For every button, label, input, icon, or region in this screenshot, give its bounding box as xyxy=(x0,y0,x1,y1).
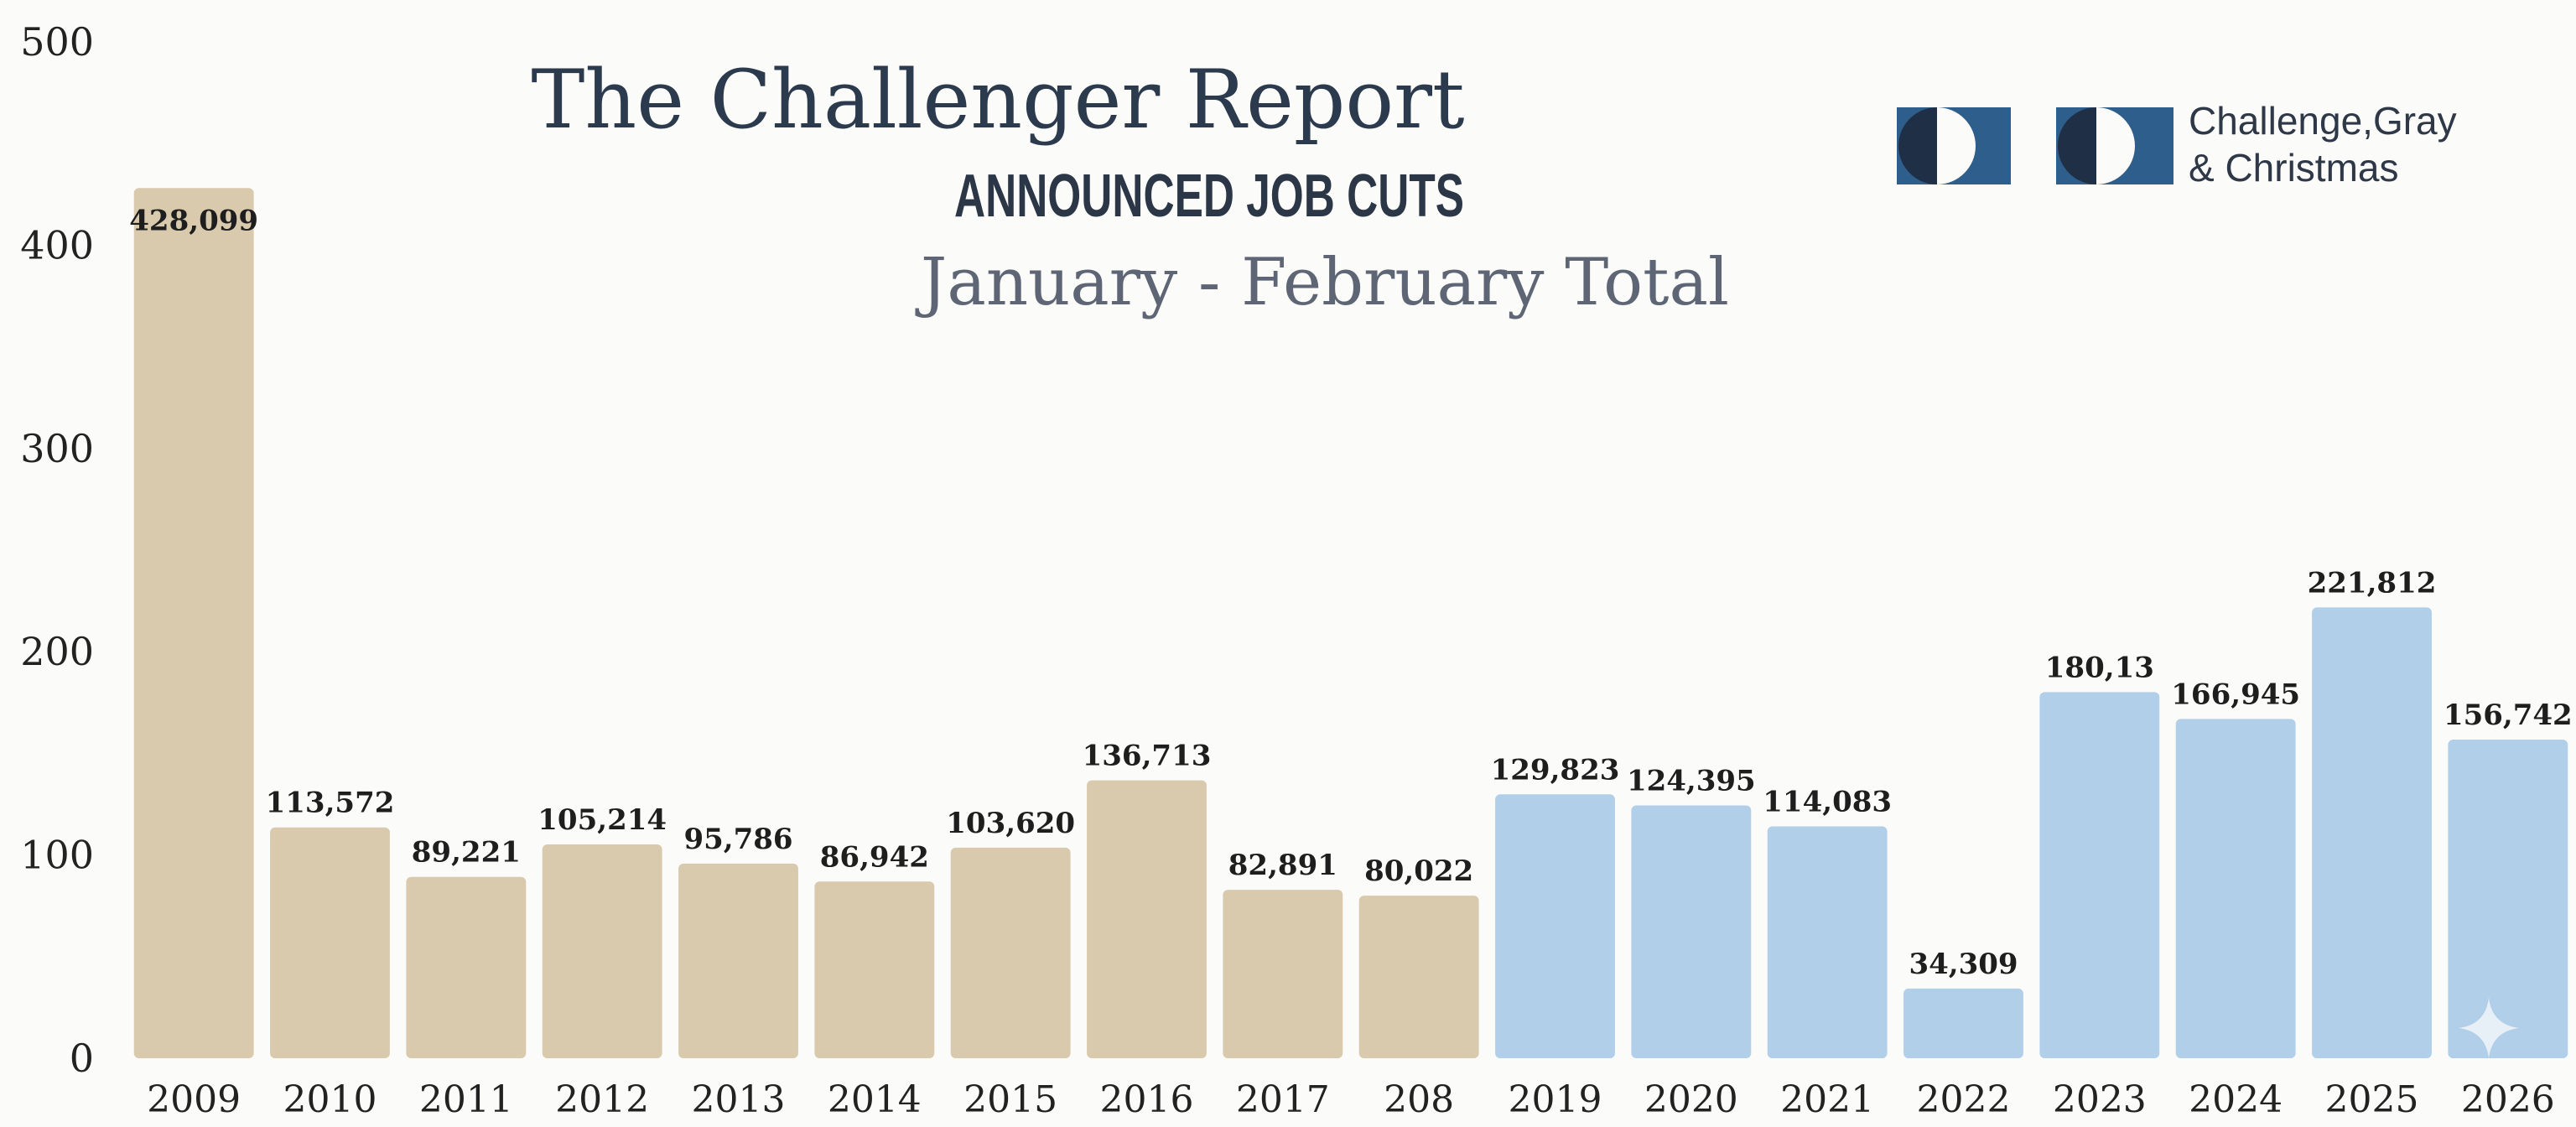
x-tick-label-2019: 2019 xyxy=(1509,1078,1602,1121)
data-label-2009: 428,099 xyxy=(129,204,258,237)
x-tick-label-2013: 2013 xyxy=(692,1078,786,1121)
bar-2026 xyxy=(2448,740,2568,1058)
bar-2014 xyxy=(814,881,935,1058)
brand-name-line2: & Christmas xyxy=(2189,146,2398,190)
x-tick-label-2014: 2014 xyxy=(828,1078,922,1121)
bar-2025 xyxy=(2312,607,2432,1058)
x-tick-label-2009: 2009 xyxy=(147,1078,241,1121)
bar-208 xyxy=(1358,896,1479,1058)
x-tick-label-2011: 2011 xyxy=(419,1078,513,1121)
data-label-2013: 95,786 xyxy=(683,823,792,856)
data-label-208: 80,022 xyxy=(1364,854,1473,888)
bar-2021 xyxy=(1767,826,1888,1058)
bar-2011 xyxy=(406,876,527,1058)
y-tick-label: 300 xyxy=(20,426,94,471)
sparkle-icon xyxy=(2459,998,2519,1058)
data-label-2010: 113,572 xyxy=(266,787,395,820)
data-label-2026: 156,742 xyxy=(2444,699,2573,732)
logo-mark-right-icon xyxy=(2056,107,2174,184)
bar-2012 xyxy=(542,844,662,1058)
data-label-2023: 180,13 xyxy=(2045,651,2154,684)
data-label-2015: 103,620 xyxy=(946,807,1075,840)
chart-subtitle: ANNOUNCED JOB CUTS xyxy=(954,163,1464,230)
data-label-2021: 114,083 xyxy=(1763,785,1892,818)
x-tick-label-2024: 2024 xyxy=(2189,1078,2283,1121)
x-tick-label-2017: 2017 xyxy=(1236,1078,1330,1121)
bar-2023 xyxy=(2039,692,2160,1058)
y-tick-label: 100 xyxy=(20,833,94,878)
bar-2022 xyxy=(1903,988,2023,1058)
bar-2017 xyxy=(1223,890,1343,1058)
data-label-2017: 82,891 xyxy=(1228,849,1337,882)
data-labels-group: 428,099 113,572 89,221 105,214 95,786 86,942 1… xyxy=(129,204,2572,981)
x-tick-label-2025: 2025 xyxy=(2325,1078,2419,1121)
x-tick-label-2020: 2020 xyxy=(1644,1078,1738,1121)
y-axis: 0 100 200 300 400 500 xyxy=(20,19,94,1081)
data-label-2019: 129,823 xyxy=(1491,753,1620,787)
data-label-2014: 86,942 xyxy=(820,840,929,874)
bar-2015 xyxy=(950,847,1071,1058)
y-tick-label: 400 xyxy=(20,222,94,267)
x-tick-label-2022: 2022 xyxy=(1917,1078,2011,1121)
x-tick-label-208: 208 xyxy=(1384,1078,1454,1121)
data-label-2012: 105,214 xyxy=(538,803,667,837)
brand-logo: Challenge,Gray & Christmas xyxy=(1897,99,2457,190)
data-label-2022: 34,309 xyxy=(1909,948,2018,981)
data-label-2011: 89,221 xyxy=(412,836,521,870)
x-tick-label-2012: 2012 xyxy=(555,1078,649,1121)
logo-mark-left-icon xyxy=(1897,107,2011,184)
y-tick-label: 500 xyxy=(20,19,94,65)
bars-group xyxy=(133,188,2568,1058)
brand-name-line1: Challenge,Gray xyxy=(2189,99,2457,143)
x-axis: 2009 2010 2011 2012 2013 2014 2015 2016 2017 208 2… xyxy=(147,1078,2555,1121)
x-tick-label-2015: 2015 xyxy=(963,1078,1057,1121)
x-tick-label-2010: 2010 xyxy=(283,1078,377,1121)
y-tick-label: 200 xyxy=(20,629,94,674)
bar-2013 xyxy=(678,863,798,1058)
bar-2016 xyxy=(1087,780,1207,1058)
bar-2020 xyxy=(1631,805,1752,1058)
data-label-2020: 124,395 xyxy=(1627,764,1756,797)
x-tick-label-2026: 2026 xyxy=(2461,1078,2555,1121)
bar-2024 xyxy=(2175,719,2296,1058)
x-tick-label-2021: 2021 xyxy=(1780,1078,1874,1121)
data-label-2025: 221,812 xyxy=(2308,566,2437,600)
chart-period: January - February Total xyxy=(915,245,1729,320)
chart-title: The Challenger Report xyxy=(531,53,1464,147)
bar-2019 xyxy=(1495,794,1615,1058)
data-label-2016: 136,713 xyxy=(1083,740,1212,773)
x-tick-label-2023: 2023 xyxy=(2053,1078,2147,1121)
data-label-2024: 166,945 xyxy=(2171,678,2300,711)
y-tick-label: 0 xyxy=(70,1036,94,1081)
bar-2010 xyxy=(270,827,390,1058)
bar-2009 xyxy=(133,188,254,1058)
x-tick-label-2016: 2016 xyxy=(1100,1078,1194,1121)
